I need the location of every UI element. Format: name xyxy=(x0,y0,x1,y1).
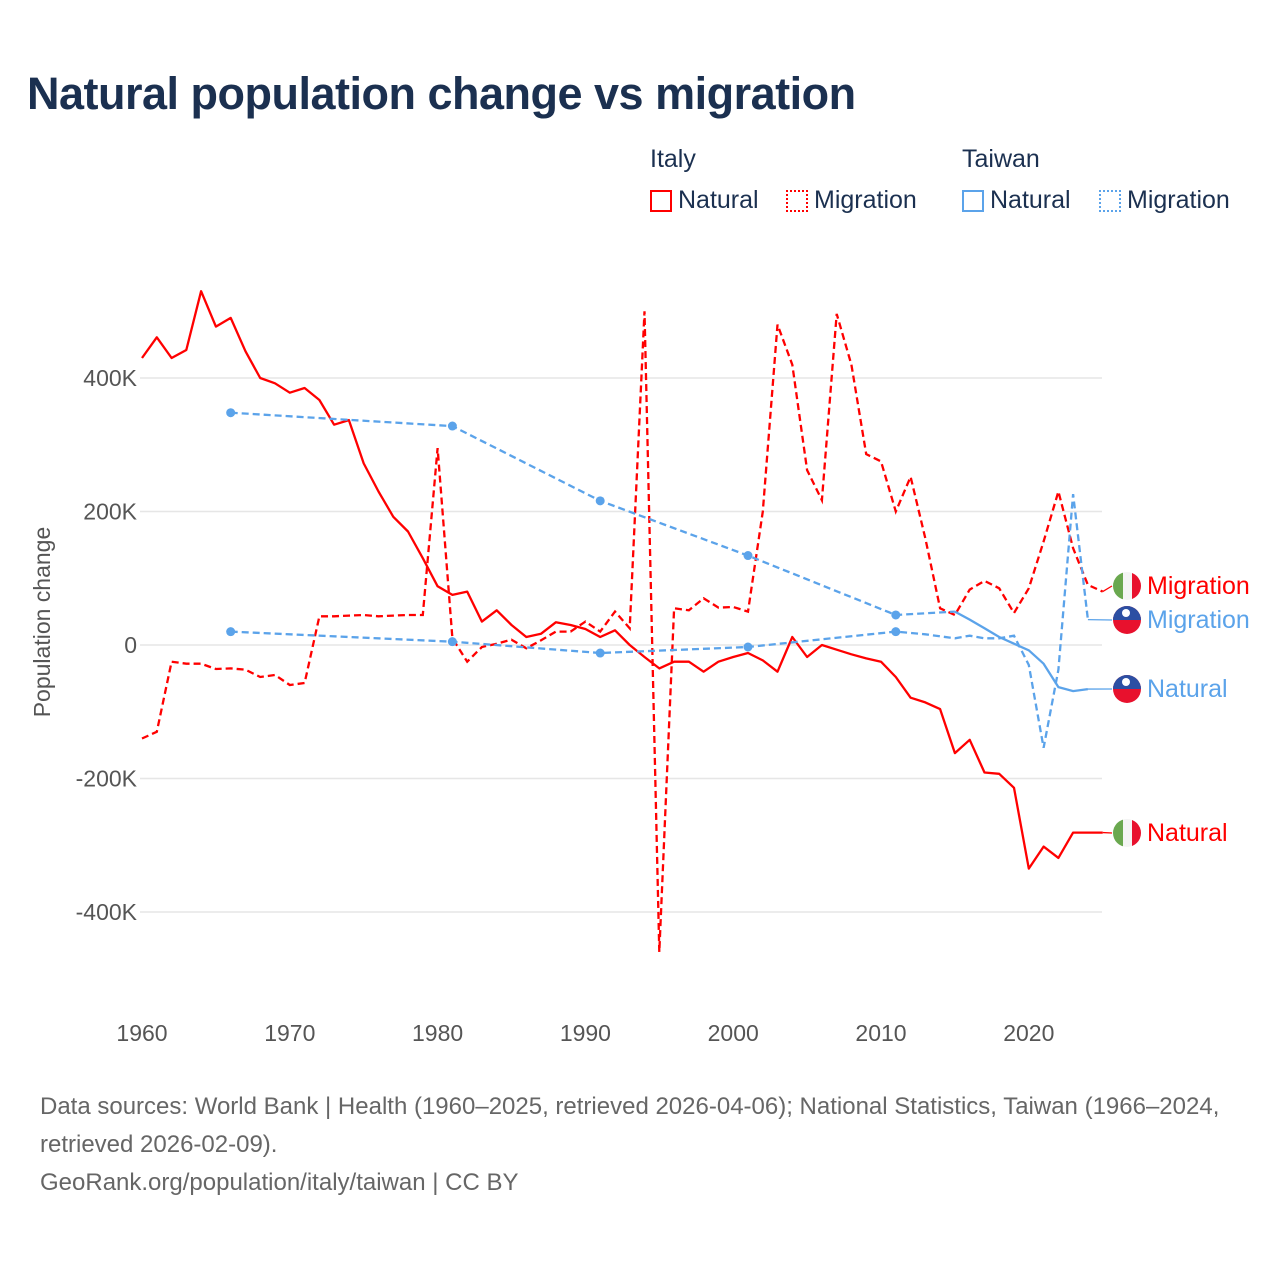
series-taiwan-natural-point xyxy=(743,551,753,561)
series-taiwan-natural-point xyxy=(226,408,236,418)
legend-italy-natural[interactable]: Natural xyxy=(650,186,759,215)
series-italy-natural-line xyxy=(141,290,1103,870)
y-axis-label: Population change xyxy=(29,527,55,718)
end-label-taiwan-natural: Natural xyxy=(1113,675,1228,703)
y-tick-label: -200K xyxy=(76,766,138,792)
taiwan-flag-icon xyxy=(1113,675,1141,703)
end-label-taiwan-migration: Migration xyxy=(1113,606,1250,634)
x-tick-label: 2020 xyxy=(1003,1020,1054,1046)
chart-title: Natural population change vs migration xyxy=(27,68,856,119)
y-tick-label: 0 xyxy=(124,632,137,658)
y-tick-label: 400K xyxy=(83,365,137,391)
y-tick-label: -400K xyxy=(76,899,138,925)
legend-swatch-dotted xyxy=(786,189,808,212)
series-italy-migration-label-connector xyxy=(1102,585,1113,593)
x-tick-label: 2000 xyxy=(708,1020,759,1046)
series-taiwan-natural-point xyxy=(447,421,457,431)
series-taiwan-natural-point xyxy=(595,496,605,506)
legend-swatch-dotted xyxy=(1099,189,1121,212)
series-taiwan-migration-point xyxy=(891,627,901,637)
x-tick-label: 1970 xyxy=(264,1020,315,1046)
footer: Data sources: World Bank | Health (1960–… xyxy=(40,1088,1260,1202)
series-taiwan-natural-line xyxy=(954,610,1089,693)
legend-label: Migration xyxy=(814,186,917,214)
legend-group-taiwan: Taiwan xyxy=(962,145,1040,173)
x-tick-label: 2010 xyxy=(855,1020,906,1046)
end-label-text: Natural xyxy=(1147,675,1228,703)
y-tick-label: 200K xyxy=(83,499,137,525)
series-italy-migration-line xyxy=(141,311,1104,953)
taiwan-flag-icon xyxy=(1113,606,1141,634)
legend-taiwan-migration[interactable]: Migration xyxy=(1099,186,1230,215)
legend-label: Natural xyxy=(678,186,759,214)
x-tick-label: 1960 xyxy=(116,1020,167,1046)
legend-label: Migration xyxy=(1127,186,1230,214)
series-taiwan-natural-point xyxy=(891,610,901,620)
legend-label: Natural xyxy=(990,186,1071,214)
italy-flag-icon xyxy=(1113,819,1141,847)
end-label-italy-migration: Migration xyxy=(1113,572,1250,600)
end-label-italy-natural: Natural xyxy=(1113,819,1228,847)
series-taiwan-natural-gap-line xyxy=(230,411,955,617)
end-label-text: Migration xyxy=(1147,606,1250,634)
legend-swatch-solid xyxy=(650,189,672,212)
series-taiwan-migration-point xyxy=(447,637,457,647)
legend-taiwan-natural[interactable]: Natural xyxy=(962,186,1071,215)
italy-flag-icon xyxy=(1113,572,1141,600)
series-taiwan-migration-point xyxy=(595,648,605,658)
chart-plot: 400K 200K 0 -200K -400K 1960 1970 1980 1990 2000… xyxy=(29,290,1250,1046)
series-taiwan-migration-line xyxy=(230,493,1090,749)
legend-italy-migration[interactable]: Migration xyxy=(786,186,917,215)
legend-group-italy: Italy xyxy=(650,145,696,173)
credit-link[interactable]: GeoRank.org/population/italy/taiwan | CC… xyxy=(40,1169,519,1196)
x-tick-label: 1990 xyxy=(560,1020,611,1046)
series-taiwan-migration-point xyxy=(226,627,236,637)
x-tick-label: 1980 xyxy=(412,1020,463,1046)
data-sources: Data sources: World Bank | Health (1960–… xyxy=(40,1093,1220,1158)
series-taiwan-migration-point xyxy=(743,642,753,652)
end-label-text: Natural xyxy=(1147,819,1228,847)
end-label-text: Migration xyxy=(1147,572,1250,600)
legend-swatch-solid xyxy=(962,189,984,212)
